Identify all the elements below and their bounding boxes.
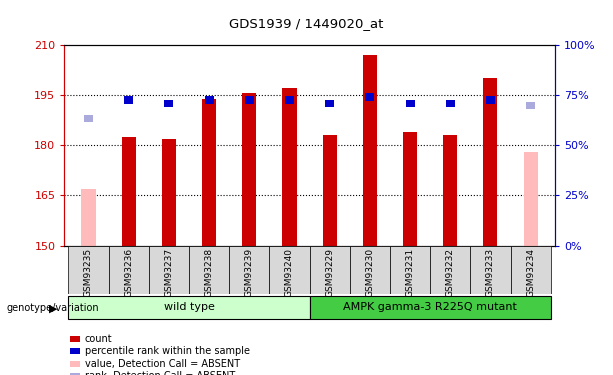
Bar — [149, 246, 189, 294]
Text: count: count — [85, 334, 112, 344]
Bar — [285, 96, 294, 104]
Text: rank, Detection Call = ABSENT: rank, Detection Call = ABSENT — [85, 371, 235, 375]
Text: GSM93231: GSM93231 — [406, 248, 414, 297]
Bar — [446, 100, 455, 107]
Bar — [350, 246, 390, 294]
Text: GSM93237: GSM93237 — [164, 248, 173, 297]
Bar — [84, 115, 93, 122]
Bar — [443, 135, 457, 246]
Text: GDS1939 / 1449020_at: GDS1939 / 1449020_at — [229, 17, 384, 30]
Bar — [484, 78, 498, 246]
Text: genotype/variation: genotype/variation — [6, 303, 99, 313]
Bar — [511, 246, 550, 294]
Bar — [430, 246, 470, 294]
Bar — [486, 96, 495, 104]
Text: GSM93238: GSM93238 — [205, 248, 213, 297]
Bar — [124, 96, 133, 104]
Text: value, Detection Call = ABSENT: value, Detection Call = ABSENT — [85, 359, 240, 369]
Text: GSM93235: GSM93235 — [84, 248, 93, 297]
Text: GSM93230: GSM93230 — [365, 248, 375, 297]
Bar — [242, 93, 256, 246]
Bar — [121, 137, 135, 246]
Bar — [365, 93, 375, 100]
Text: percentile rank within the sample: percentile rank within the sample — [85, 346, 249, 356]
Text: wild type: wild type — [164, 302, 215, 312]
Text: GSM93239: GSM93239 — [245, 248, 254, 297]
Text: GSM93234: GSM93234 — [526, 248, 535, 297]
Bar — [390, 246, 430, 294]
Bar — [229, 246, 269, 294]
Bar — [82, 189, 96, 246]
Bar — [69, 246, 109, 294]
Bar — [524, 152, 538, 246]
Bar — [189, 246, 229, 294]
Text: GSM93232: GSM93232 — [446, 248, 455, 297]
Bar — [526, 102, 535, 109]
Text: GSM93233: GSM93233 — [486, 248, 495, 297]
Bar — [403, 132, 417, 246]
Bar — [164, 100, 173, 107]
Bar — [269, 246, 310, 294]
Bar — [283, 88, 297, 246]
Bar — [162, 139, 176, 246]
Text: GSM93229: GSM93229 — [325, 248, 334, 297]
Bar — [109, 246, 149, 294]
Bar — [202, 99, 216, 246]
Text: AMPK gamma-3 R225Q mutant: AMPK gamma-3 R225Q mutant — [343, 302, 517, 312]
Text: GSM93240: GSM93240 — [285, 248, 294, 297]
Text: GSM93236: GSM93236 — [124, 248, 133, 297]
Bar — [325, 100, 334, 107]
Bar — [322, 135, 337, 246]
Bar — [406, 100, 414, 107]
Bar — [310, 246, 350, 294]
Bar — [310, 296, 550, 320]
Bar — [205, 96, 213, 104]
Bar — [69, 296, 310, 320]
Bar — [245, 96, 254, 104]
Bar — [470, 246, 511, 294]
Bar — [363, 55, 377, 246]
Text: ▶: ▶ — [48, 303, 57, 313]
